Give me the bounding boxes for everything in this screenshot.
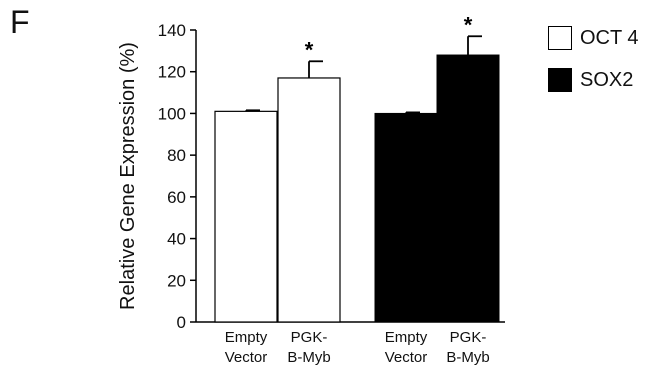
legend-label-oct4: OCT 4 bbox=[580, 26, 639, 49]
significance-star-1-1: * bbox=[464, 12, 473, 37]
x-tick-label-1-0-line0: Empty bbox=[385, 329, 428, 346]
x-tick-label-1-1-line0: PGK- bbox=[450, 329, 487, 346]
y-tick-label-60: 60 bbox=[167, 188, 186, 207]
x-tick-label-1-0-line1: Vector bbox=[385, 349, 428, 366]
legend-label-sox2: SOX2 bbox=[580, 68, 634, 91]
y-tick-label-120: 120 bbox=[158, 63, 186, 82]
significance-star-0-1: * bbox=[305, 37, 314, 62]
y-tick-label-20: 20 bbox=[167, 271, 186, 290]
panel-letter: F bbox=[10, 4, 30, 40]
y-axis-title: Relative Gene Expression (%) bbox=[117, 42, 139, 310]
bar-oct4-0 bbox=[214, 110, 278, 323]
bar-oct4-1 bbox=[277, 77, 341, 323]
y-tick-label-100: 100 bbox=[158, 104, 186, 123]
x-tick-label-1-1-line1: B-Myb bbox=[446, 349, 489, 366]
x-tick-label-0-1-line1: B-Myb bbox=[287, 349, 330, 366]
legend: OCT 4 SOX2 bbox=[548, 22, 639, 106]
y-tick-label-0: 0 bbox=[177, 313, 186, 332]
y-tick-label-140: 140 bbox=[158, 21, 186, 40]
legend-item-oct4: OCT 4 bbox=[548, 22, 639, 54]
x-tick-label-0-0-line0: Empty bbox=[225, 329, 268, 346]
legend-swatch-oct4 bbox=[548, 26, 572, 50]
legend-item-sox2: SOX2 bbox=[548, 64, 639, 96]
bar-sox2-0 bbox=[374, 112, 438, 323]
legend-swatch-sox2 bbox=[548, 68, 572, 92]
x-tick-label-0-0-line1: Vector bbox=[225, 349, 268, 366]
bar-sox2-1 bbox=[436, 54, 500, 323]
y-tick-label-40: 40 bbox=[167, 230, 186, 249]
y-tick-label-80: 80 bbox=[167, 146, 186, 165]
x-tick-label-0-1-line0: PGK- bbox=[291, 329, 328, 346]
